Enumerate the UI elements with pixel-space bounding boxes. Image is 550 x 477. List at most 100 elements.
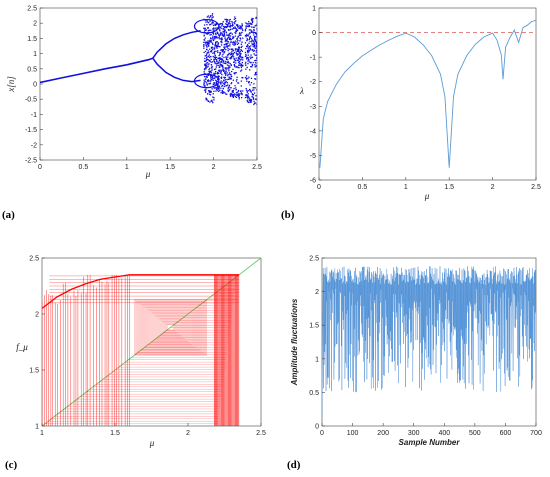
xlabel-a: μ [145, 169, 151, 179]
chaos-point [249, 25, 251, 28]
chaos-point [204, 68, 206, 70]
chaos-point [251, 40, 253, 42]
chaos-point [205, 29, 207, 31]
ytick-label: 1 [315, 356, 319, 363]
chaos-point [228, 86, 230, 88]
chaos-point [225, 56, 227, 58]
bifurcation-plot [40, 13, 257, 106]
chaos-point [237, 59, 239, 61]
chaos-point [241, 97, 243, 99]
chaos-point [251, 17, 253, 20]
chaos-point [206, 33, 208, 35]
chaos-point [222, 91, 224, 93]
ticks-b: 0 0.5 1 1.5 2 2.5 1 0 -1 -2 -3 -4 -5 -6 [310, 6, 541, 192]
ytick-label: 2 [315, 289, 319, 296]
chaos-point [232, 54, 234, 56]
chaos-point [240, 85, 242, 87]
chaos-point [232, 24, 234, 26]
chaos-point [204, 90, 207, 92]
chaos-point [256, 103, 257, 105]
chaos-point [234, 17, 237, 20]
chaos-point [232, 94, 234, 96]
chaos-point [211, 16, 213, 18]
chaos-point [220, 76, 223, 78]
chaos-point [248, 50, 250, 52]
chaos-point [229, 58, 232, 60]
chaos-point [228, 38, 231, 40]
chaos-point [218, 61, 220, 63]
period-four-loop [193, 18, 220, 34]
chaos-point [234, 95, 237, 98]
ytick-label: 2 [35, 312, 39, 319]
chaos-point [225, 69, 227, 71]
chaos-point [209, 94, 212, 96]
chaos-point [215, 46, 217, 48]
chaos-point [217, 50, 219, 52]
panel-a: 0 0.5 1 1.5 2 2.5 2.5 2 1.5 1 0.5 0 -0.5 -1 -1.5 -2 -2.5… [2, 6, 262, 222]
chaos-point [239, 34, 241, 36]
chaos-point [221, 33, 223, 35]
chaos-point [228, 29, 230, 31]
map-curve [42, 274, 240, 309]
chaos-point [235, 62, 237, 64]
chaos-point [256, 41, 257, 43]
chaos-point [236, 65, 238, 68]
chaos-point [225, 74, 227, 76]
chaos-point [256, 23, 257, 25]
chaos-point [206, 44, 208, 46]
cobweb-square [145, 308, 196, 347]
chaos-point [237, 90, 239, 93]
chaos-point [228, 19, 230, 21]
chaos-point [225, 18, 228, 21]
chaos-point [224, 40, 226, 42]
chaos-point [254, 98, 257, 100]
ticks-d: 0 100 200 300 400 500 600 700 2.5 2 1.5 1 0.5 0 [309, 256, 542, 438]
chaos-point [246, 91, 248, 93]
panel-label-d: (d) [287, 459, 301, 471]
cobweb-plot [42, 258, 261, 426]
chaos-point [207, 55, 209, 57]
chaos-point [248, 29, 250, 31]
chaos-point [253, 87, 255, 89]
chaos-point [256, 34, 257, 36]
chaos-point [208, 56, 210, 58]
chaos-point [245, 27, 247, 29]
chaos-point [220, 61, 223, 63]
chaos-point [214, 36, 216, 38]
cobweb-square [154, 315, 187, 340]
chaos-point [235, 72, 237, 74]
chaos-point [229, 35, 232, 37]
xtick-label: 600 [500, 430, 512, 437]
chaos-point [228, 22, 230, 25]
chaos-point [229, 29, 231, 31]
chaos-point [241, 23, 243, 25]
chaos-point [244, 55, 247, 58]
chaos-point [217, 71, 219, 73]
chaos-point [215, 81, 217, 83]
chaos-point [209, 71, 212, 73]
chaos-point [256, 54, 257, 56]
chaos-point [221, 90, 223, 92]
chaos-point [251, 30, 253, 32]
chaos-point [224, 92, 226, 94]
chaos-point [217, 45, 220, 47]
chaos-point [214, 77, 216, 79]
chaos-point [237, 53, 239, 55]
chaos-point [215, 23, 217, 25]
chaos-point [220, 31, 222, 34]
chaos-point [210, 80, 212, 82]
chaos-point [210, 91, 212, 93]
chaos-point [241, 31, 243, 33]
chaos-point [235, 30, 238, 33]
chaos-point [208, 83, 210, 85]
chaos-point [211, 100, 213, 103]
chaos-point [238, 98, 240, 100]
chaos-point [251, 21, 254, 24]
chaos-point [211, 46, 214, 48]
chaos-point [246, 95, 248, 97]
chaos-point [238, 94, 240, 96]
chaos-point [244, 29, 247, 31]
chaos-point [222, 68, 224, 70]
chaos-point [203, 44, 205, 46]
chaos-point [221, 24, 224, 26]
